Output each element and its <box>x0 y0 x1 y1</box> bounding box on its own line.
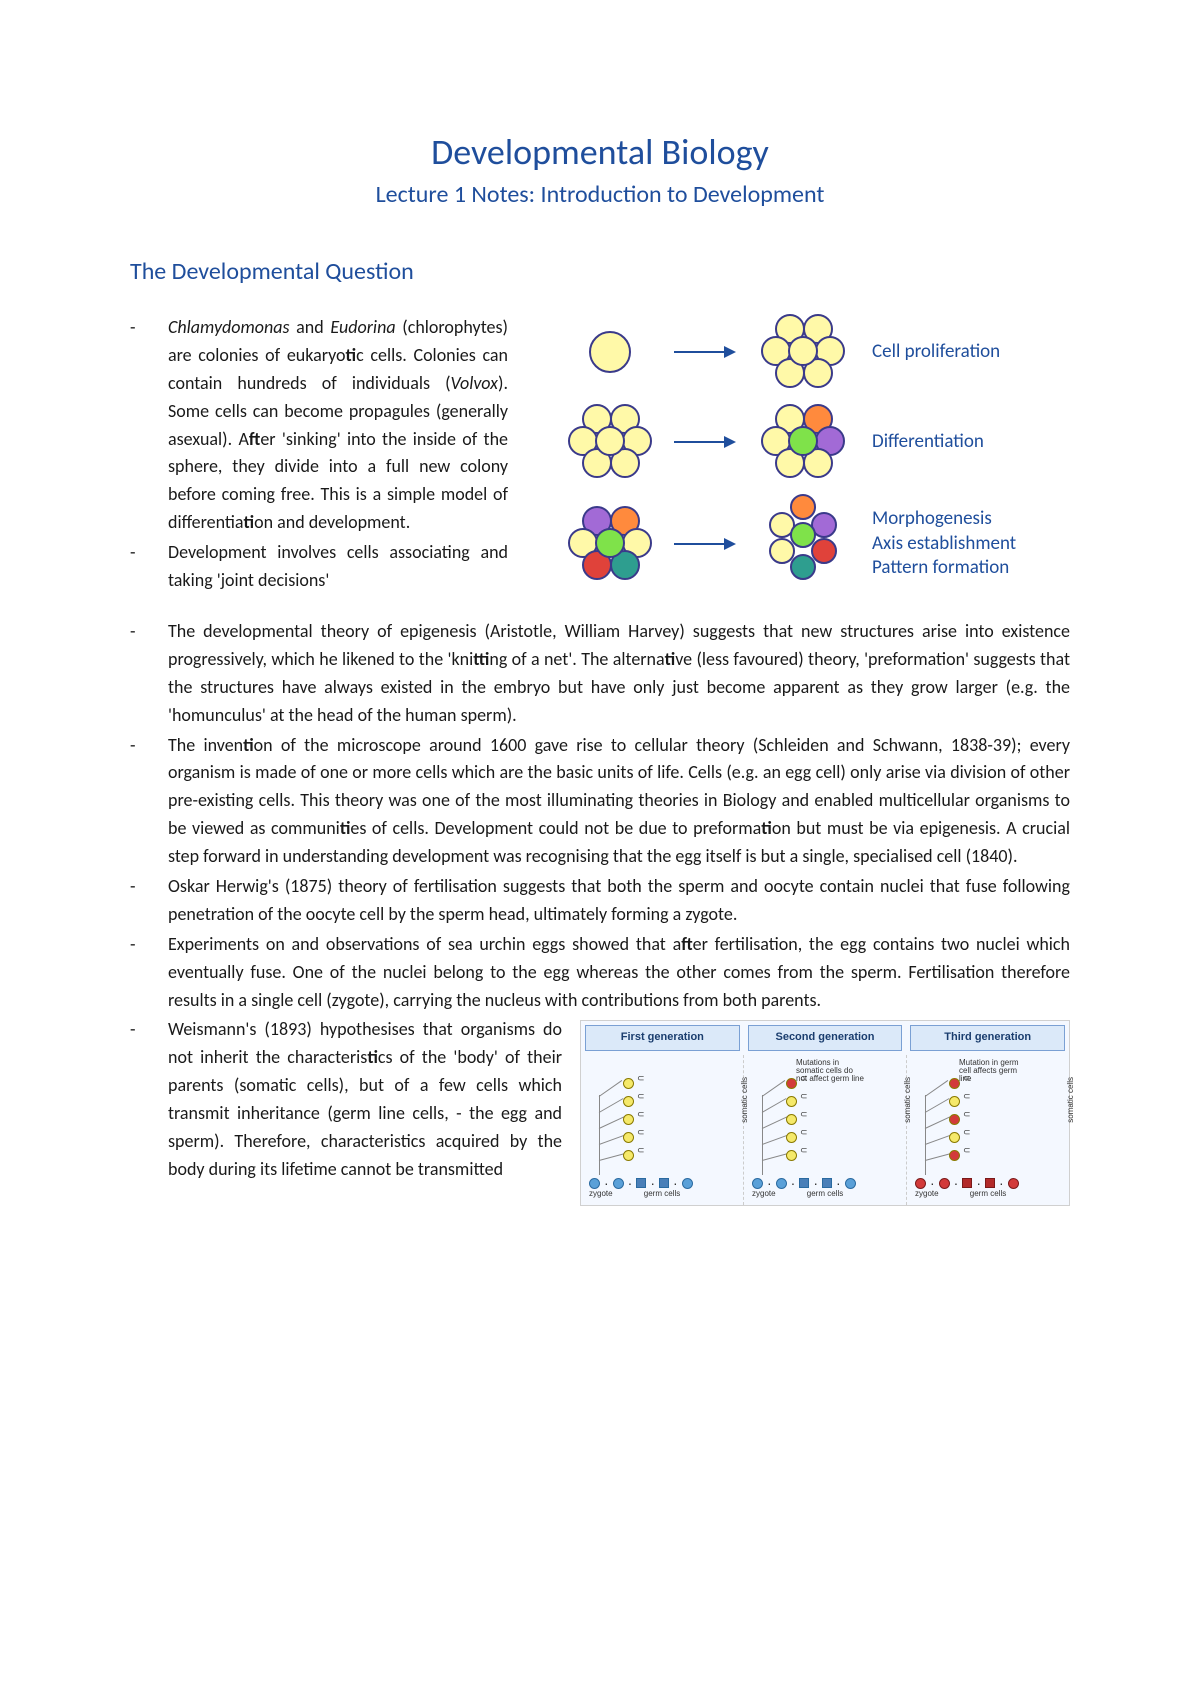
bullet-item: The developmental theory of epigenesis (… <box>168 618 1070 730</box>
page-title: Developmental Biology <box>130 130 1070 174</box>
cell-cluster-icon <box>761 314 845 390</box>
bullet-item: Development involves cells associating a… <box>168 539 508 595</box>
bullet-item: Experiments on and observations of sea u… <box>168 931 1070 1015</box>
bullet-item: The invention of the microscope around 1… <box>168 732 1070 871</box>
figure-row-morphogenesis: Morphogenesis Axis establishment Pattern… <box>560 494 1070 594</box>
somatic-label: somatic cells <box>1065 1077 1077 1123</box>
figure-caption: Cell proliferation <box>872 340 1070 365</box>
section-heading: The Developmental Question <box>130 257 1070 286</box>
zygote-label: zygote <box>752 1188 776 1200</box>
zygote-label: zygote <box>589 1188 613 1200</box>
figure-caption: Morphogenesis Axis establishment Pattern… <box>872 507 1070 581</box>
bullet-text: Weismann's (1893) hypothesises that orga… <box>168 1018 562 1179</box>
zygote-label: zygote <box>915 1188 939 1200</box>
arrow-icon <box>674 351 734 353</box>
germ-cells-label: germ cells <box>807 1188 843 1200</box>
figure-row-differentiation: Differentiation <box>560 404 1070 480</box>
generation-panel: somatic cells ⊂ ⊂ ⊂ ⊂ ⊂ <box>581 1055 744 1205</box>
generation-header: Second generation <box>748 1025 903 1050</box>
germ-cells-label: germ cells <box>644 1188 680 1200</box>
bullet-item: Oskar Herwig's (1875) theory of fertilis… <box>168 873 1070 929</box>
generation-panel: Mutation in germ cell affects germ line … <box>907 1055 1069 1205</box>
figure-weismann-germline: First generation Second generation Third… <box>580 1020 1070 1205</box>
generation-header: Third generation <box>910 1025 1065 1050</box>
bullet-item-weismann: First generation Second generation Third… <box>168 1016 1070 1183</box>
bullet-item: Chlamydomonas and Eudorina (chlorophytes… <box>168 314 508 537</box>
figure-row-proliferation: Cell proliferation <box>560 314 1070 390</box>
arrow-icon <box>674 441 734 443</box>
single-cell-icon <box>589 331 631 373</box>
germ-cells-label: germ cells <box>970 1188 1006 1200</box>
figure-cell-processes: Cell proliferation <box>560 314 1070 608</box>
page-subtitle: Lecture 1 Notes: Introduction to Develop… <box>130 180 1070 209</box>
cell-cluster-icon <box>568 404 652 480</box>
generation-header: First generation <box>585 1025 740 1050</box>
arrow-icon <box>674 543 734 545</box>
cell-cluster-morph-left-icon <box>568 506 652 582</box>
figure-caption: Differentiation <box>872 430 1070 455</box>
generation-panel: Mutations in somatic cells do not affect… <box>744 1055 907 1205</box>
cell-cluster-diff-icon <box>761 404 845 480</box>
cell-cluster-morph-right-icon <box>763 494 843 594</box>
